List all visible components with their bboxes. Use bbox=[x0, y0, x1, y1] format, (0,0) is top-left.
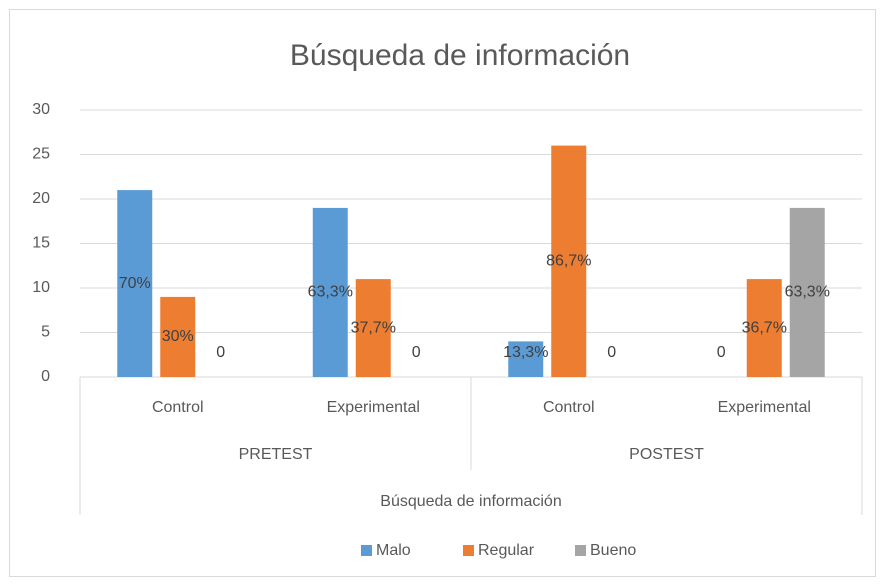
x-tick-label: Control bbox=[152, 399, 204, 416]
bar bbox=[789, 207, 825, 377]
legend-label: Bueno bbox=[590, 542, 636, 559]
y-tick-label: 25 bbox=[32, 146, 50, 163]
legend-label: Regular bbox=[478, 542, 535, 559]
legend-label: Malo bbox=[376, 542, 411, 559]
x-tick-label: Control bbox=[543, 399, 595, 416]
data-label: 70% bbox=[119, 275, 151, 292]
y-tick-label: 30 bbox=[32, 101, 50, 118]
data-label: 0 bbox=[216, 344, 225, 361]
bar bbox=[312, 207, 348, 377]
data-label: 63,3% bbox=[308, 284, 353, 301]
data-label: 36,7% bbox=[742, 319, 787, 336]
y-tick-label: 5 bbox=[41, 324, 50, 341]
data-label: 30% bbox=[162, 328, 194, 345]
legend-swatch bbox=[361, 545, 372, 556]
data-label: 37,7% bbox=[351, 319, 396, 336]
legend-swatch bbox=[575, 545, 586, 556]
bar bbox=[551, 145, 587, 377]
x-tick-label: Experimental bbox=[718, 399, 811, 416]
y-tick-label: 15 bbox=[32, 235, 50, 252]
data-label: 63,3% bbox=[785, 284, 830, 301]
chart-frame bbox=[9, 9, 876, 577]
data-label: 13,3% bbox=[503, 344, 548, 361]
y-tick-label: 10 bbox=[32, 279, 50, 296]
bar bbox=[117, 190, 153, 377]
data-label: 0 bbox=[412, 344, 421, 361]
data-label: 86,7% bbox=[546, 253, 591, 270]
chart-title: Búsqueda de información bbox=[290, 39, 630, 72]
data-label: 0 bbox=[607, 344, 616, 361]
x-tick-label: Experimental bbox=[327, 399, 420, 416]
group-label: POSTEST bbox=[629, 446, 704, 463]
legend-swatch bbox=[463, 545, 474, 556]
bar bbox=[160, 296, 196, 377]
y-tick-label: 20 bbox=[32, 190, 50, 207]
y-tick-label: 0 bbox=[41, 368, 50, 385]
x-axis-label: Búsqueda de información bbox=[380, 493, 561, 510]
group-label: PRETEST bbox=[239, 446, 313, 463]
bar bbox=[746, 279, 782, 377]
data-label: 0 bbox=[717, 344, 726, 361]
bar bbox=[355, 279, 391, 377]
bar bbox=[508, 341, 544, 377]
